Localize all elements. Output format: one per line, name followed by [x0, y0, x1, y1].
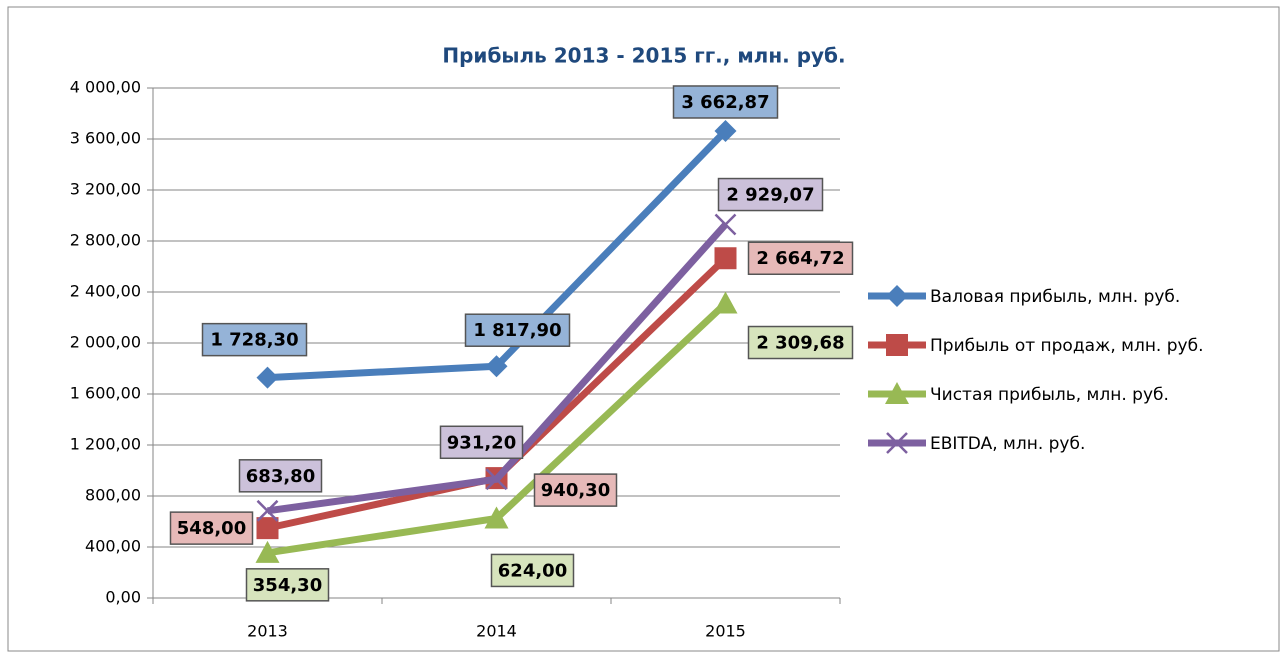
- data-label-box: [169, 511, 254, 545]
- data-label-box: [201, 322, 308, 357]
- y-tick-label: 2 800,00: [70, 231, 141, 250]
- data-label-box: [747, 241, 854, 275]
- marker: [714, 213, 737, 236]
- marker: [713, 291, 738, 314]
- marker: [256, 499, 279, 522]
- data-label: 1 817,90: [473, 320, 561, 341]
- legend-label: EBITDA, млн. руб.: [930, 434, 1085, 454]
- data-label: 2 309,68: [756, 333, 844, 354]
- data-label-box: [439, 425, 524, 460]
- y-tick-label: 3 200,00: [70, 180, 141, 199]
- y-tick-label: 4 000,00: [70, 78, 141, 97]
- y-tick-label: 800,00: [85, 486, 141, 505]
- data-label: 683,80: [246, 466, 315, 487]
- data-label-box: [490, 553, 575, 588]
- data-label: 548,00: [177, 518, 246, 539]
- marker: [886, 285, 908, 307]
- data-label-box: [533, 473, 618, 507]
- legend-label: Прибыль от продаж, млн. руб.: [930, 336, 1203, 356]
- marker: [886, 334, 908, 356]
- marker: [485, 355, 508, 378]
- data-label: 3 662,87: [681, 92, 769, 113]
- marker: [485, 468, 508, 491]
- y-tick-label: 400,00: [85, 537, 141, 556]
- marker: [714, 247, 737, 270]
- marker: [886, 432, 908, 454]
- y-tick-label: 3 600,00: [70, 129, 141, 148]
- data-label: 2 929,07: [726, 185, 814, 206]
- y-tick-label: 2 400,00: [70, 282, 141, 301]
- chart-frame: [7, 6, 1280, 652]
- data-label-box: [747, 325, 854, 360]
- x-tick-label: 2014: [476, 622, 517, 641]
- marker: [256, 366, 279, 389]
- x-tick-label: 2013: [247, 622, 288, 641]
- data-label: 1 728,30: [210, 330, 298, 351]
- data-label-box: [245, 568, 330, 602]
- marker: [484, 506, 509, 529]
- y-tick-label: 1 200,00: [70, 435, 141, 454]
- legend-label: Чистая прибыль, млн. руб.: [930, 385, 1169, 405]
- data-label-box: [464, 313, 571, 347]
- y-tick-label: 1 600,00: [70, 384, 141, 403]
- data-label-box: [672, 85, 779, 119]
- data-label-box: [238, 459, 323, 493]
- data-label: 624,00: [498, 560, 567, 581]
- legend-label: Валовая прибыль, млн. руб.: [930, 287, 1180, 307]
- data-label-box: [717, 177, 824, 212]
- marker: [255, 540, 280, 563]
- data-label: 2 664,72: [756, 248, 844, 269]
- marker: [714, 119, 737, 142]
- x-tick-label: 2015: [705, 622, 746, 641]
- data-label: 931,20: [447, 432, 516, 453]
- data-label: 940,30: [541, 480, 610, 501]
- marker: [256, 517, 279, 540]
- marker: [885, 382, 909, 404]
- y-tick-label: 2 000,00: [70, 333, 141, 352]
- data-label: 354,30: [253, 575, 322, 596]
- chart-title: Прибыль 2013 - 2015 гг., млн. руб.: [442, 44, 845, 68]
- y-tick-label: 0,00: [105, 588, 141, 607]
